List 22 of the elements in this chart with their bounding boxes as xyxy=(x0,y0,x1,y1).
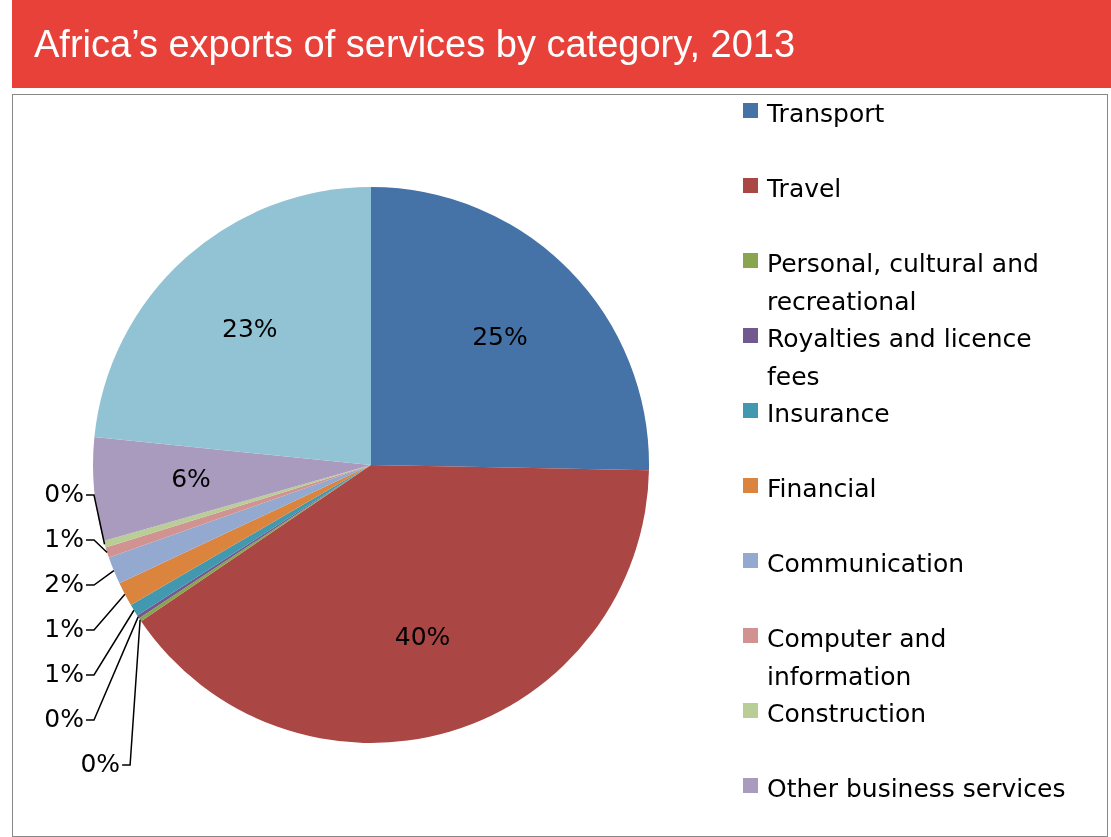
data-label: 2% xyxy=(44,568,84,598)
data-label: 0% xyxy=(44,703,84,733)
chart-title: Africa’s exports of services by category, 2013 xyxy=(12,0,1111,88)
legend-label: Financial xyxy=(767,473,877,505)
legend-label: Transport xyxy=(767,98,885,130)
legend-label: Personal, cultural and recreational xyxy=(767,248,1040,318)
data-label: 1% xyxy=(44,523,84,553)
legend-label: Computer and information xyxy=(767,623,948,693)
data-label: 40% xyxy=(394,621,451,651)
data-label: 6% xyxy=(171,464,211,494)
data-label: 0% xyxy=(44,478,84,508)
legend-label: Construction xyxy=(767,698,927,730)
data-label: 25% xyxy=(472,321,528,351)
data-label: 23% xyxy=(222,314,278,344)
data-label: 1% xyxy=(44,613,84,643)
legend-label: Other business services xyxy=(767,773,1066,805)
legend-label: Travel xyxy=(767,173,842,205)
legend-label: Insurance xyxy=(767,398,890,430)
data-label: 0% xyxy=(80,748,121,778)
legend-label: Communication xyxy=(767,548,965,580)
data-label: 1% xyxy=(44,658,84,688)
legend-label: Royalties and licence fees xyxy=(767,323,1033,393)
